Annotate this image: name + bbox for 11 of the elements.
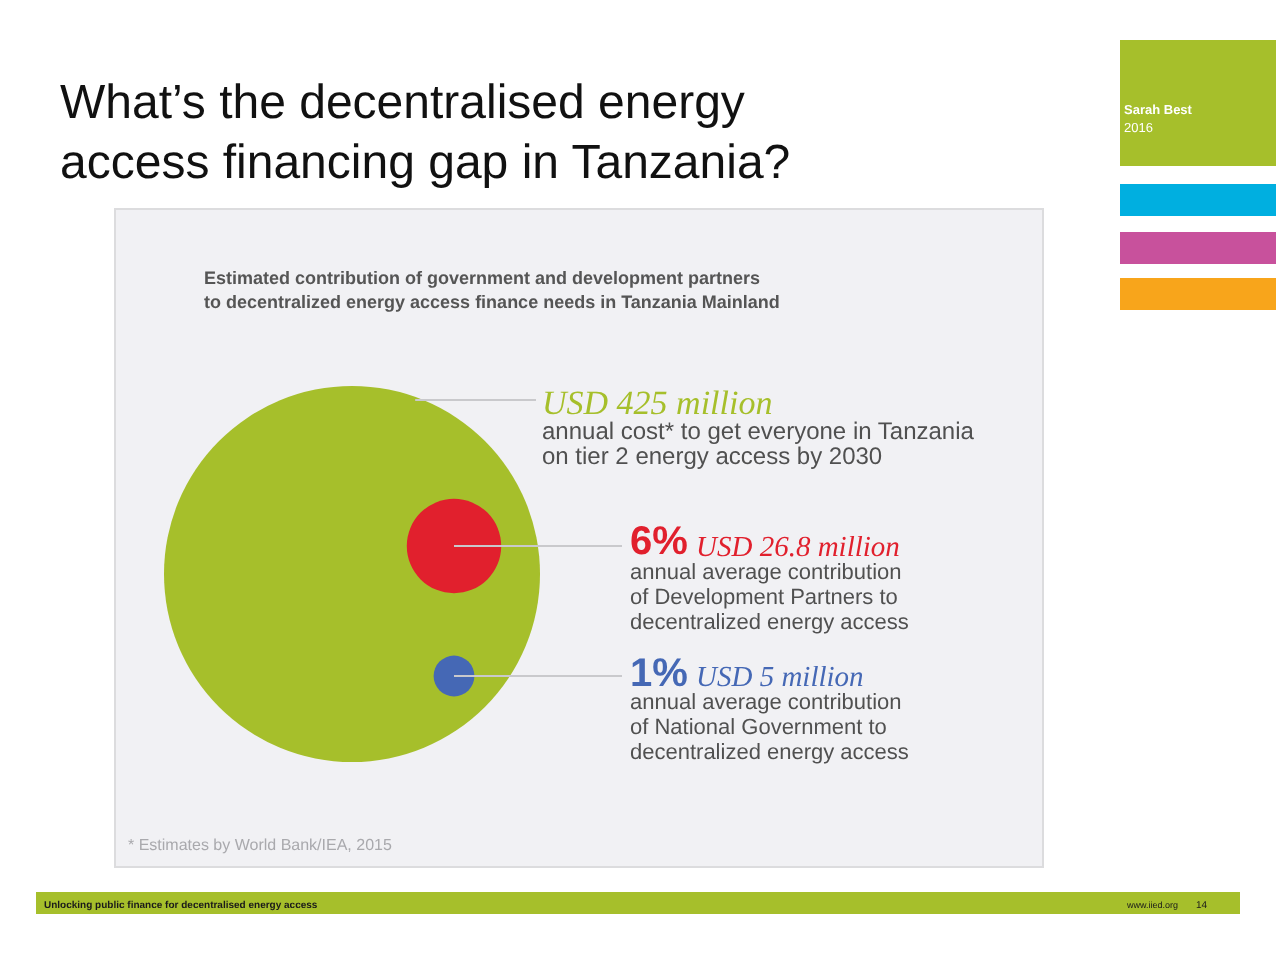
text: What’s the decentralised energy access financing gap in Tanzania? [60,76,791,190]
text: 1% [630,652,689,696]
data-label: USD 26.8 million [696,532,900,564]
text: 6% [630,520,689,564]
category-label: annual cost* to get everyone in Tanzania on tier 2 energy access by 2030 [542,417,975,470]
category-label: annual average contribution of Development Partners to decentralized energy access [630,561,910,635]
data-label: USD 5 million [696,662,864,694]
category-label: annual average contribution of National Government to decentralized energy access [630,691,910,765]
data-label: USD 425 million [542,384,773,422]
text: * Estimates by World Bank/IEA, 2015 [128,836,393,854]
text: Estimated contribution of government and development partners to decentralized energy access finance needs in Tanzania Mainland [204,268,780,312]
